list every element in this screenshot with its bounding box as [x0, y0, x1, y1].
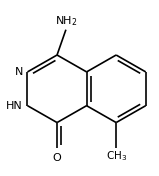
Text: CH$_3$: CH$_3$ [106, 149, 127, 163]
Text: HN: HN [6, 101, 23, 111]
Text: N: N [14, 67, 23, 77]
Text: O: O [53, 153, 61, 163]
Text: NH$_2$: NH$_2$ [55, 14, 77, 28]
